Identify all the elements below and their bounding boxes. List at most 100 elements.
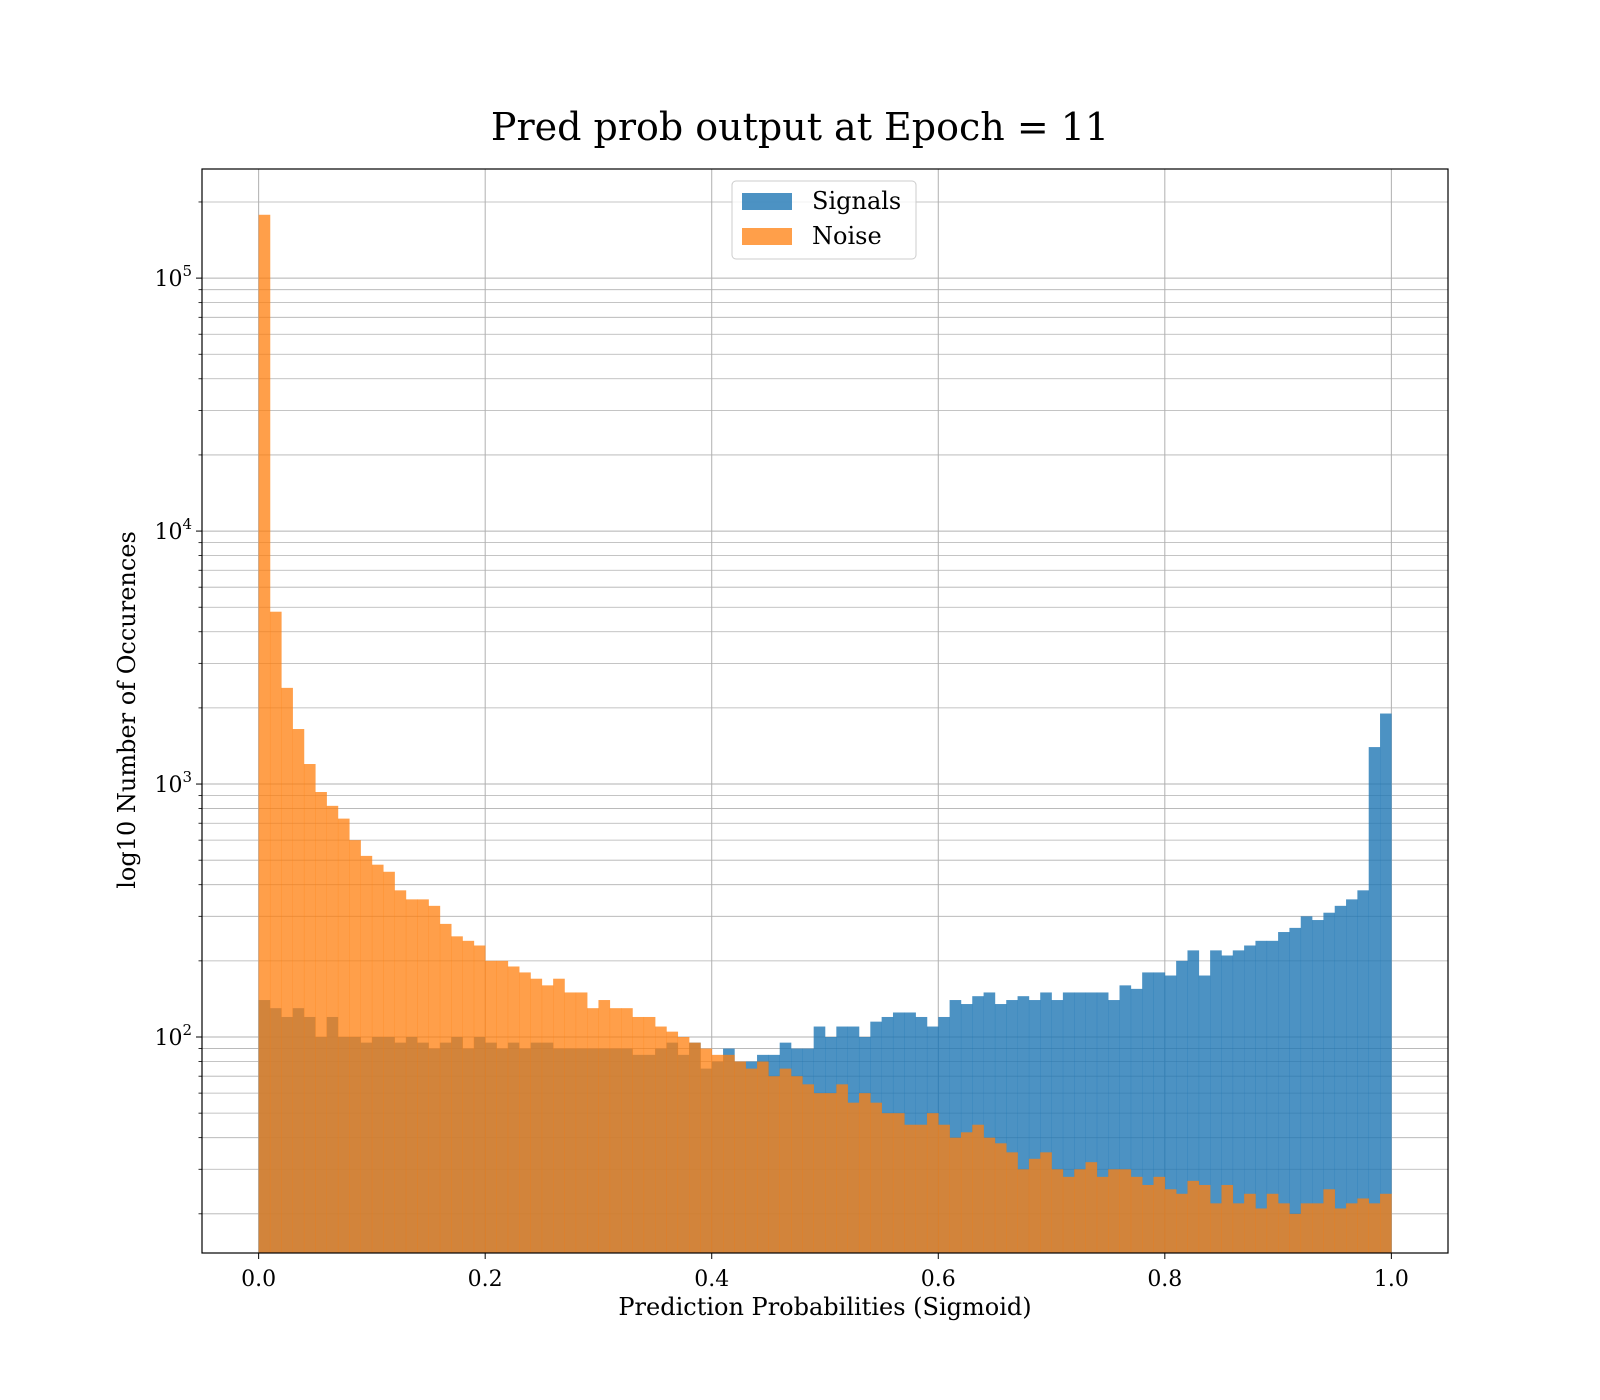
bar-noise (1130, 1176, 1143, 1253)
bar-noise (451, 936, 463, 1253)
bar-noise (360, 855, 373, 1253)
x-tick-label: 0.8 (1147, 1267, 1182, 1292)
bar-signals (1380, 713, 1392, 1253)
chart-title: Pred prob output at Epoch = 11 (491, 105, 1109, 149)
bar-noise (1074, 1169, 1086, 1253)
bar-signals (1232, 950, 1245, 1253)
bar-noise (1096, 1176, 1109, 1253)
bar-signals (1278, 932, 1290, 1253)
bar-noise (768, 1076, 780, 1253)
bar-noise (541, 985, 554, 1253)
bar-signals (1085, 992, 1098, 1253)
bar-signals (1210, 950, 1222, 1253)
bar-noise (1153, 1176, 1166, 1253)
legend-label-noise: Noise (812, 222, 882, 250)
bar-noise (711, 1054, 724, 1253)
bar-noise (836, 1084, 848, 1253)
bar-noise (564, 992, 577, 1253)
bar-noise (1221, 1184, 1234, 1253)
bar-signals (1006, 1000, 1018, 1253)
bar-noise (519, 972, 531, 1253)
bar-signals (1187, 950, 1200, 1253)
bar-noise (1051, 1169, 1064, 1253)
legend-swatch-noise (742, 228, 792, 245)
bar-signals (1198, 975, 1211, 1253)
bar-noise (960, 1132, 973, 1253)
bar-signals (1040, 992, 1052, 1253)
bar-signals (960, 1004, 973, 1253)
bar-signals (949, 1000, 962, 1253)
bar-signals (1255, 940, 1268, 1253)
legend-label-signals: Signals (812, 187, 901, 215)
bar-noise (1006, 1152, 1018, 1253)
bar-noise (1244, 1193, 1256, 1253)
bar-noise (587, 1008, 599, 1253)
bar-noise (1176, 1193, 1188, 1253)
series-noise (258, 214, 1392, 1253)
x-tick-label: 0.0 (241, 1267, 276, 1292)
bar-noise (1300, 1203, 1313, 1253)
bar-noise (689, 1042, 701, 1253)
bar-noise (1108, 1169, 1120, 1253)
bar-noise (394, 890, 407, 1253)
bar-noise (915, 1124, 928, 1253)
bar-noise (1289, 1213, 1302, 1253)
bar-noise (632, 1016, 645, 1253)
legend-swatch-signals (742, 193, 792, 210)
bar-noise (1040, 1152, 1052, 1253)
bar-noise (609, 1008, 622, 1253)
bar-noise (949, 1137, 962, 1253)
x-tick-label: 0.4 (694, 1267, 729, 1292)
bar-noise (496, 960, 509, 1253)
bar-noise (1266, 1193, 1279, 1253)
y-tick-label: 103 (154, 768, 192, 798)
bar-signals (1108, 1000, 1120, 1253)
bar-noise (292, 729, 305, 1253)
bar-noise (598, 1000, 611, 1253)
x-tick-label: 0.6 (921, 1267, 956, 1292)
bar-signals (1334, 905, 1347, 1253)
bar-noise (881, 1113, 894, 1253)
bar-noise (745, 1068, 758, 1253)
bar-signals (1244, 945, 1256, 1253)
bar-noise (575, 992, 588, 1253)
bar-noise (1357, 1198, 1370, 1253)
bar-noise (1187, 1180, 1200, 1253)
bar-signals (983, 992, 996, 1253)
bar-noise (926, 1113, 939, 1253)
bar-noise (269, 611, 282, 1253)
bar-noise (417, 899, 429, 1253)
bar-signals (1368, 747, 1381, 1253)
bar-noise (723, 1054, 735, 1253)
bar-noise (983, 1137, 996, 1253)
legend: Signals Noise (731, 180, 917, 260)
y-tick-label: 104 (154, 515, 192, 545)
bar-signals (1312, 920, 1324, 1253)
bar-noise (507, 966, 520, 1253)
bar-noise (1232, 1203, 1245, 1253)
bar-noise (1164, 1189, 1177, 1253)
bar-noise (1278, 1203, 1290, 1253)
bar-noise (813, 1093, 826, 1253)
bar-noise (757, 1061, 769, 1253)
bar-signals (1074, 992, 1086, 1253)
bar-signals (1119, 985, 1132, 1253)
bar-noise (326, 805, 339, 1253)
bar-noise (371, 864, 384, 1253)
bar-noise (666, 1031, 679, 1253)
plot-frame (201, 168, 1449, 1254)
x-axis-label: Prediction Probabilities (Sigmoid) (618, 1293, 1031, 1321)
bar-noise (473, 945, 486, 1253)
bar-noise (994, 1143, 1007, 1253)
bar-noise (1198, 1184, 1211, 1253)
bar-noise (1085, 1162, 1098, 1253)
bar-noise (1380, 1193, 1392, 1253)
histogram-bars (258, 214, 1392, 1253)
bar-signals (1130, 988, 1143, 1253)
bar-signals (994, 1004, 1007, 1253)
bar-noise (938, 1124, 950, 1253)
y-tick-label: 102 (154, 1021, 192, 1051)
bar-signals (1289, 927, 1302, 1253)
bar-noise (734, 1061, 747, 1253)
bar-noise (858, 1093, 871, 1253)
